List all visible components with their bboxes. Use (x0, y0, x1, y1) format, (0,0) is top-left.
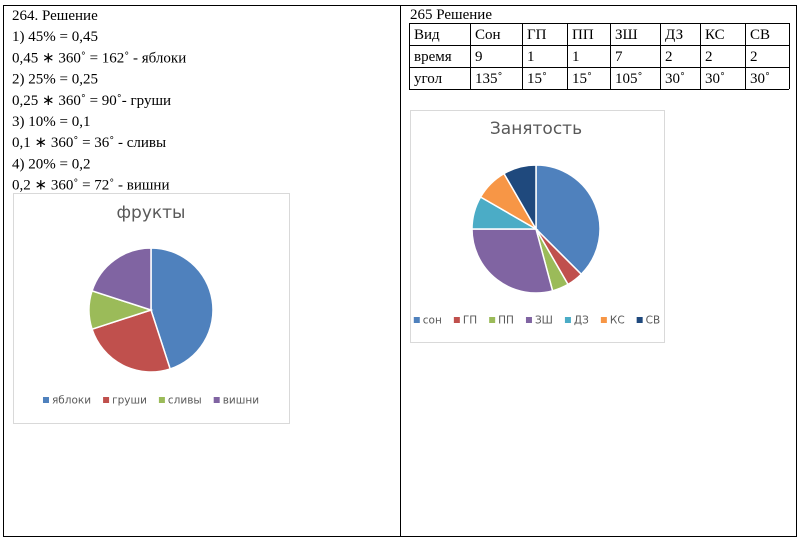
legend-label: яблоки (52, 395, 91, 407)
legend-swatch (564, 317, 571, 323)
table-cell: Сон (475, 27, 501, 43)
table-cell: 1 (527, 49, 535, 65)
pie-slice (535, 164, 601, 276)
pie-slice (502, 164, 537, 232)
legend-swatch (600, 317, 607, 323)
legend-swatch (103, 397, 110, 403)
table-cell: 7 (615, 49, 623, 65)
legend-swatch (213, 397, 220, 403)
text-line: 3) 10% = 0,1 (12, 114, 90, 130)
legend-swatch (453, 317, 460, 323)
pie-slice (91, 247, 152, 312)
table-cell: КС (705, 27, 725, 43)
legend-swatch (413, 317, 420, 323)
pie-slice (471, 228, 554, 294)
table-cell: 2 (705, 49, 713, 65)
legend-label: вишни (223, 395, 259, 407)
table-cell: 30˚ (750, 71, 770, 87)
table-cell: 9 (475, 49, 483, 65)
pie-slice (91, 309, 172, 373)
table-cell: 15˚ (572, 71, 592, 87)
text-line: 0,25 ∗ 360˚ = 90˚- груши (12, 93, 171, 109)
legend-label: ГП (463, 315, 477, 327)
legend-label: груши (112, 395, 147, 407)
table-cell: 30˚ (665, 71, 685, 87)
text-line: 264. Решение (12, 8, 98, 24)
table-cell: 1 (572, 49, 580, 65)
table-cell: ЗШ (615, 27, 638, 43)
legend-swatch (636, 317, 643, 323)
chart-title: Занятость (490, 119, 582, 139)
table-cell: СВ (750, 27, 770, 43)
table-cell: 15˚ (527, 71, 547, 87)
text-line: 0,2 ∗ 360˚ = 72˚ - вишни (12, 178, 169, 194)
legend-swatch (42, 397, 49, 403)
table-cell: ДЗ (665, 27, 683, 43)
text-line: 2) 25% = 0,25 (12, 72, 98, 88)
legend-label: сливы (168, 395, 202, 407)
legend-label: сон (423, 315, 442, 327)
table-cell: Вид (414, 27, 440, 43)
text-line: 1) 45% = 0,45 (12, 29, 98, 45)
chart-title: фрукты (117, 203, 186, 223)
legend-label: ДЗ (574, 315, 589, 327)
text-line: 4) 20% = 0,2 (12, 156, 90, 172)
table-cell: 105˚ (615, 71, 643, 87)
table-cell: 135˚ (475, 71, 503, 87)
legend-label: СВ (646, 315, 661, 327)
table-cell: 30˚ (705, 71, 725, 87)
heading: 265 Решение (410, 7, 492, 23)
text-line: 0,1 ∗ 360˚ = 36˚ - сливы (12, 135, 166, 151)
pie-slice (150, 247, 214, 370)
table-cell: 2 (750, 49, 758, 65)
legend-swatch (525, 317, 532, 323)
legend-swatch (489, 317, 496, 323)
table-cell: время (414, 49, 452, 65)
legend-label: ЗШ (535, 315, 553, 327)
table-cell: угол (414, 71, 443, 87)
legend-label: ПП (498, 315, 514, 327)
table-cell: 2 (665, 49, 673, 65)
table-cell: ПП (572, 27, 594, 43)
legend-swatch (158, 397, 165, 403)
legend-label: КС (610, 315, 625, 327)
text-line: 0,45 ∗ 360˚ = 162˚ - яблоки (12, 50, 186, 66)
table-cell: ГП (527, 27, 547, 43)
